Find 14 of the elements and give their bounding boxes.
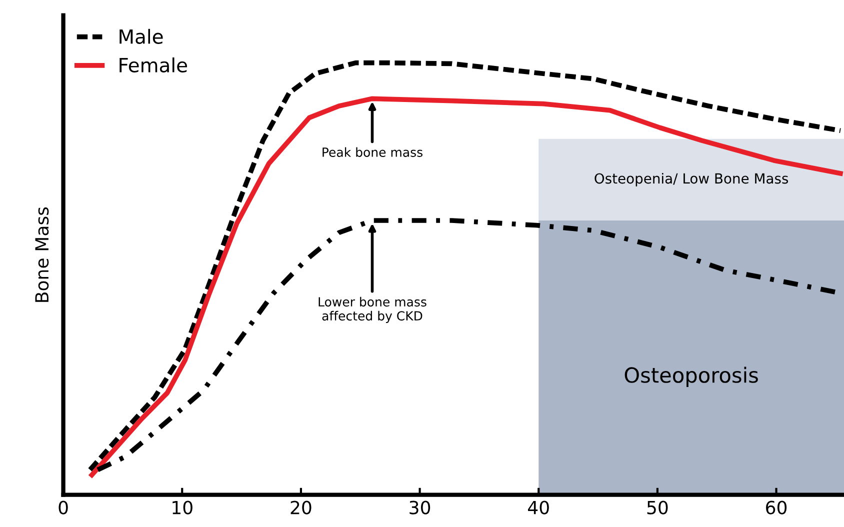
band-label: Osteopenia/ Low Bone Mass <box>594 172 788 186</box>
annotation: Peak bone mass <box>322 147 422 157</box>
x-tick-label: 0 <box>58 500 68 514</box>
annotation: Lower bone mass affected by CKD <box>318 296 426 323</box>
legend-label: Female <box>120 57 188 72</box>
x-tick-label: 10 <box>172 500 192 514</box>
band-label: Osteoporosis <box>624 366 758 387</box>
x-tick-label: 50 <box>647 500 668 514</box>
x-tick-label: 20 <box>290 500 312 514</box>
y-axis-title: Bone Mass <box>35 207 49 302</box>
legend-label: Male <box>120 28 163 44</box>
x-tick-label: 60 <box>766 500 787 514</box>
x-tick-label: 40 <box>528 500 549 514</box>
x-tick-label: 30 <box>410 500 430 514</box>
